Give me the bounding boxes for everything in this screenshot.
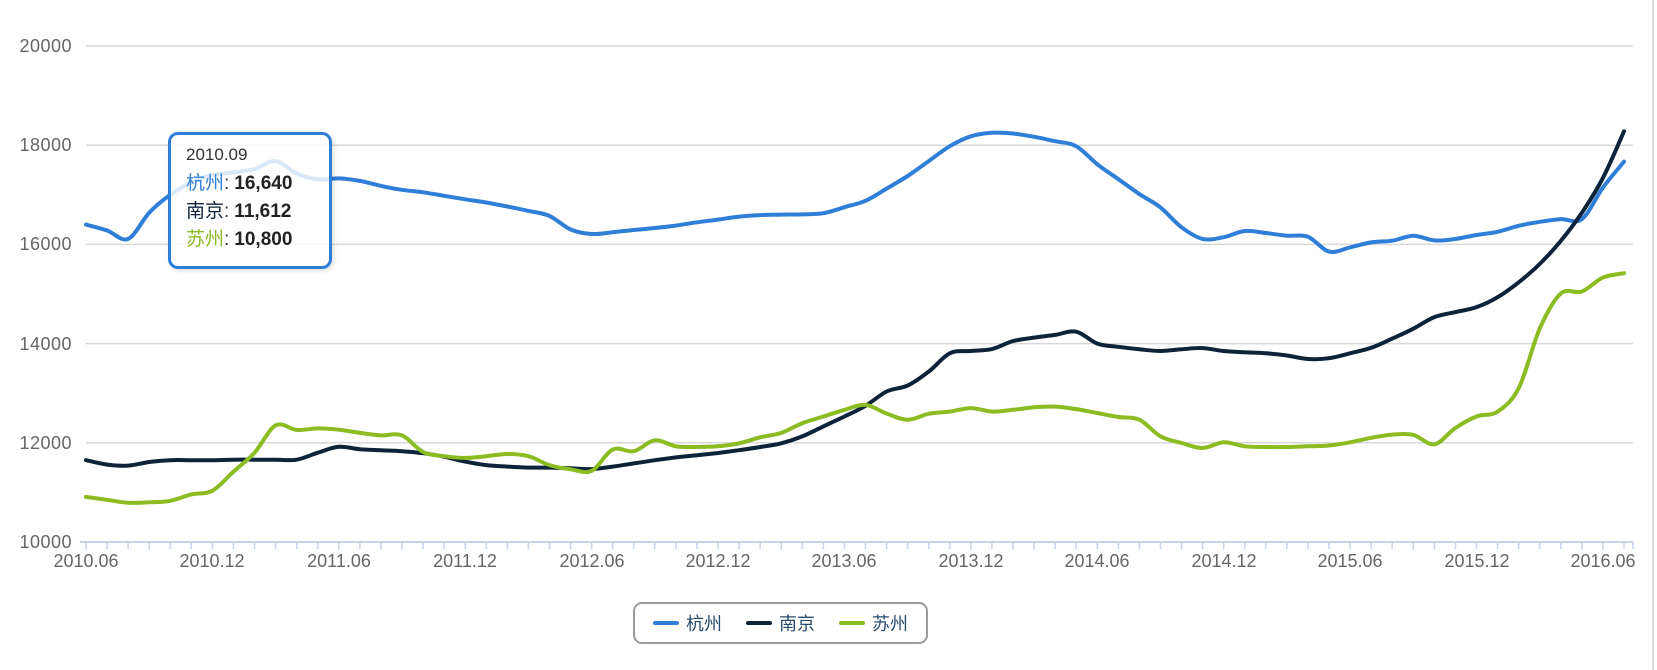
tooltip-title: 2010.09 (186, 145, 248, 164)
tooltip-row: 南京: 11,612 (186, 198, 314, 226)
tooltip-value: 10,800 (234, 229, 293, 250)
hangzhou-line-swatch-icon (653, 621, 679, 625)
tooltip-row: 杭州: 16,640 (186, 170, 314, 198)
tooltip-separator: : (224, 201, 230, 222)
tooltip-series-label: 南京 (186, 201, 225, 222)
y-axis-label: 20000 (19, 36, 72, 56)
x-axis-label: 2015.12 (1444, 551, 1510, 571)
series-line-苏州[interactable] (84, 271, 1626, 505)
tooltip-series-label: 杭州 (186, 173, 225, 194)
tooltip-separator: : (224, 173, 230, 194)
tooltip-value: 16,640 (234, 173, 293, 194)
legend-label: 南京 (779, 614, 815, 634)
tooltip: 2010.09 杭州: 16,640 南京: 11,612 苏州: 10,800 (168, 132, 332, 269)
x-axis-label: 2012.06 (559, 551, 625, 571)
suzhou-line-swatch-icon (839, 621, 865, 625)
x-axis-label: 2016.06 (1570, 551, 1636, 571)
y-axis-label: 18000 (19, 135, 72, 155)
series-line-南京[interactable] (84, 129, 1626, 472)
x-axis-label: 2010.06 (53, 551, 119, 571)
legend-item-suzhou[interactable]: 苏州 (839, 610, 908, 636)
right-edge-line (1652, 0, 1654, 670)
legend: 杭州 南京 苏州 (633, 602, 928, 644)
legend-item-nanjing[interactable]: 南京 (746, 610, 815, 636)
x-axis-label: 2010.12 (179, 551, 245, 571)
nanjing-line-swatch-icon (746, 621, 772, 625)
x-axis-label: 2015.06 (1317, 551, 1383, 571)
x-axis-label: 2011.12 (433, 551, 497, 571)
tooltip-series-label: 苏州 (186, 229, 225, 250)
legend-item-hangzhou[interactable]: 杭州 (653, 610, 722, 636)
legend-label: 杭州 (686, 614, 722, 634)
x-axis-label: 2012.12 (685, 551, 751, 571)
tooltip-separator: : (224, 229, 230, 250)
x-axis-label: 2014.12 (1191, 551, 1257, 571)
x-axis-label: 2013.12 (938, 551, 1004, 571)
tooltip-row: 苏州: 10,800 (186, 226, 314, 254)
x-axis-label: 2014.06 (1064, 551, 1130, 571)
y-axis-label: 12000 (19, 433, 72, 453)
tooltip-value: 11,612 (234, 201, 292, 222)
series-line-杭州[interactable] (84, 130, 1626, 254)
y-axis-label: 16000 (19, 234, 72, 254)
y-axis-label: 14000 (19, 334, 72, 354)
x-axis-label: 2013.06 (811, 551, 877, 571)
y-axis-label: 10000 (19, 532, 72, 552)
x-axis-label: 2011.06 (307, 551, 371, 571)
legend-label: 苏州 (872, 614, 908, 634)
